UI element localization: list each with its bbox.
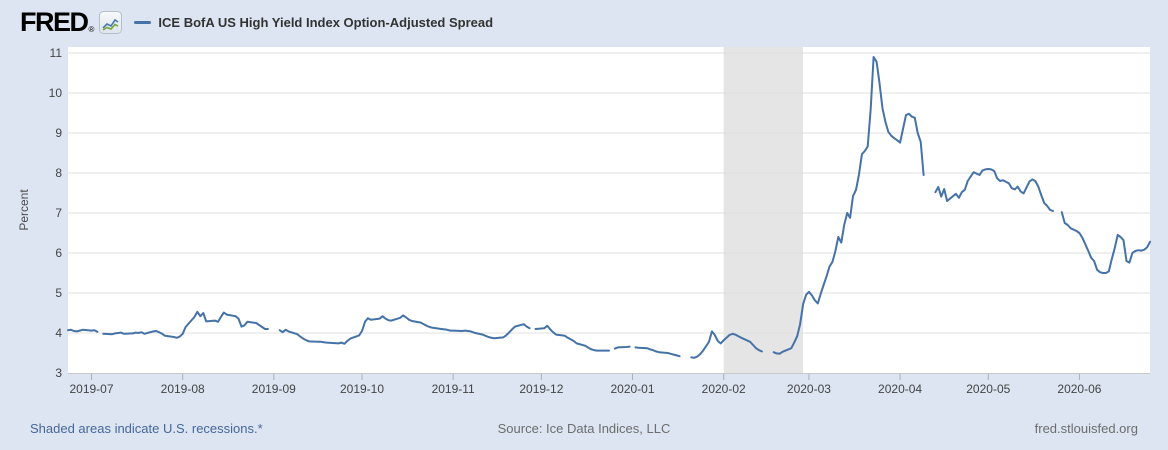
x-tick-label: 2019-07 xyxy=(69,382,113,396)
y-tick-label: 3 xyxy=(55,366,62,380)
series-legend[interactable]: ICE BofA US High Yield Index Option-Adju… xyxy=(134,15,493,30)
chart-header: FRED ® ICE BofA US High Yield Index Opti… xyxy=(0,0,1168,44)
registered-trademark: ® xyxy=(88,24,95,34)
plot-background[interactable] xyxy=(68,47,1150,373)
fred-logo[interactable]: FRED ® xyxy=(20,6,123,37)
x-tick-label: 2019-12 xyxy=(519,382,563,396)
recession-note-link[interactable]: Shaded areas indicate U.S. recessions.* xyxy=(30,421,263,436)
y-tick-label: 9 xyxy=(55,126,62,140)
x-tick-label: 2019-09 xyxy=(252,382,296,396)
chart-footer: Shaded areas indicate U.S. recessions.* … xyxy=(30,421,1138,436)
series-color-swatch xyxy=(134,20,152,24)
fred-logo-chart-icon xyxy=(99,10,123,34)
x-tick-label: 2019-10 xyxy=(340,382,384,396)
x-tick-label: 2019-08 xyxy=(161,382,205,396)
x-tick-label: 2020-04 xyxy=(878,382,922,396)
y-axis-title: Percent xyxy=(17,189,31,231)
y-tick-label: 4 xyxy=(55,326,62,340)
y-tick-label: 7 xyxy=(55,206,62,220)
y-tick-label: 10 xyxy=(49,86,63,100)
fred-logo-text: FRED xyxy=(20,6,89,37)
x-tick-label: 2020-01 xyxy=(610,382,654,396)
footer-right: fred.stlouisfed.org xyxy=(769,421,1138,436)
y-tick-label: 11 xyxy=(50,46,63,60)
source-text: Source: Ice Data Indices, LLC xyxy=(497,421,671,436)
x-tick-label: 2020-06 xyxy=(1057,382,1101,396)
footer-left: Shaded areas indicate U.S. recessions.* xyxy=(30,421,399,436)
series-line[interactable] xyxy=(67,56,1151,359)
y-tick-label: 8 xyxy=(55,166,62,180)
x-tick-label: 2020-02 xyxy=(702,382,746,396)
y-tick-label: 5 xyxy=(55,286,62,300)
series-legend-label: ICE BofA US High Yield Index Option-Adju… xyxy=(158,14,494,30)
y-tick-label: 6 xyxy=(55,246,62,260)
x-tick-label: 2020-05 xyxy=(966,382,1010,396)
x-tick-label: 2019-11 xyxy=(432,382,475,396)
x-tick-label: 2020-03 xyxy=(787,382,831,396)
fred-site-link[interactable]: fred.stlouisfed.org xyxy=(1034,421,1138,436)
recession-band xyxy=(723,47,804,373)
